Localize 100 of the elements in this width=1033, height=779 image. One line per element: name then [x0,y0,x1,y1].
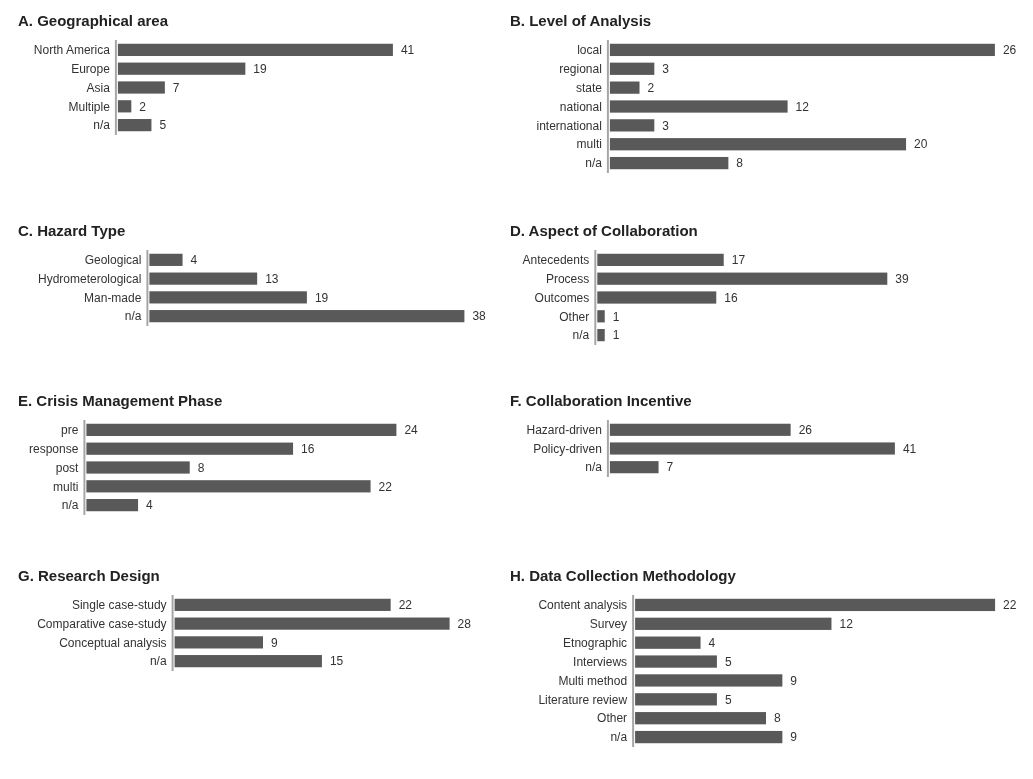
data-label: 24 [404,423,419,438]
y-tick-label: Geological [84,253,142,268]
data-label: 38 [472,309,487,324]
y-tick-label: Survey [589,617,628,631]
bar [86,442,294,455]
data-label: 5 [159,118,167,133]
data-label: 9 [790,673,798,688]
y-tick-label: Hazard-driven [526,423,602,438]
bar [597,253,724,266]
y-tick-label: n/a [585,460,603,475]
y-tick-label: Man-made [84,290,142,305]
chart-title: G. Research Design [18,567,160,584]
chart-title: E. Crisis Management Phase [18,392,223,409]
bar [609,62,655,75]
bar [86,423,397,436]
bar [597,272,888,285]
y-tick-label: n/a [61,498,79,513]
data-label: 5 [724,692,732,707]
bar [174,636,263,649]
y-tick-label: Conceptual analysis [59,635,167,650]
chart-title: F. Collaboration Incentive [510,392,692,409]
y-tick-label: multi [53,479,79,494]
data-label: 22 [378,479,393,494]
data-label: 2 [647,80,655,95]
bar [597,291,717,304]
bar [117,119,152,132]
bar [86,461,190,474]
bar [149,253,183,266]
y-tick-label: North America [33,43,111,58]
data-label: 20 [914,137,928,152]
bar [117,43,393,56]
y-tick-label: international [536,118,602,133]
data-label: 9 [270,635,278,650]
chart-title: C. Hazard Type [18,222,126,239]
data-label: 16 [301,441,315,456]
bar [635,617,832,630]
y-tick-label: n/a [610,730,628,745]
y-tick-label: Etnographic [563,635,628,650]
data-label: 4 [190,253,198,268]
y-tick-label: Hydrometerological [38,271,142,286]
y-tick-label: Multiple [68,99,111,114]
data-label: 5 [724,654,732,669]
data-label: 12 [839,617,854,631]
data-label: 2 [139,99,147,114]
y-tick-label: multi [576,137,602,152]
bar [609,100,788,113]
bar [174,655,322,668]
y-tick-label: n/a [149,654,167,669]
data-label: 41 [902,441,917,456]
data-label: 19 [314,290,329,305]
bar [635,712,767,725]
y-tick-label: response [29,441,79,456]
data-label: 3 [662,118,670,133]
chart-title: A. Geographical area [18,12,169,29]
y-tick-label: Other [597,711,628,726]
bar [149,310,465,323]
y-tick-label: Policy-driven [533,441,602,456]
data-label: 8 [197,460,205,475]
data-label: 12 [795,99,810,114]
bar [609,119,655,132]
data-label: 9 [790,730,798,745]
data-label: 7 [172,80,180,95]
data-label: 13 [265,271,279,286]
data-label: 16 [724,290,738,305]
bar [609,43,995,57]
data-label: 1 [612,309,620,324]
y-tick-label: Other [559,309,590,324]
bar [635,636,701,649]
y-tick-label: n/a [572,328,590,343]
y-tick-label: Comparative case-study [37,616,167,631]
y-tick-label: Literature review [538,692,628,707]
bar [635,655,717,668]
y-tick-label: Asia [86,80,111,95]
data-label: 26 [1002,43,1017,58]
bar [86,480,371,493]
bar [149,272,258,285]
y-tick-label: post [55,460,80,475]
y-tick-label: local [577,43,602,58]
y-tick-label: Content analysis [538,598,628,613]
data-label: 1 [612,328,620,343]
y-tick-label: Interviews [573,654,628,669]
y-tick-label: Antecedents [522,253,590,268]
chart-title: B. Level of Analysis [510,12,652,29]
data-label: 19 [253,61,268,76]
y-tick-label: n/a [585,156,603,171]
data-label: 28 [457,616,472,631]
data-label: 4 [146,498,154,513]
bar [149,291,307,304]
y-tick-label: n/a [124,309,142,324]
y-tick-label: state [575,80,603,95]
bar [174,617,450,630]
y-tick-label: Multi method [558,673,628,688]
bar [635,674,783,687]
bar [174,598,391,611]
bar [635,598,996,612]
y-tick-label: national [559,99,602,114]
bar [635,730,783,744]
y-tick-label: Outcomes [534,290,590,305]
bar [86,499,139,512]
data-label: 22 [398,598,413,613]
